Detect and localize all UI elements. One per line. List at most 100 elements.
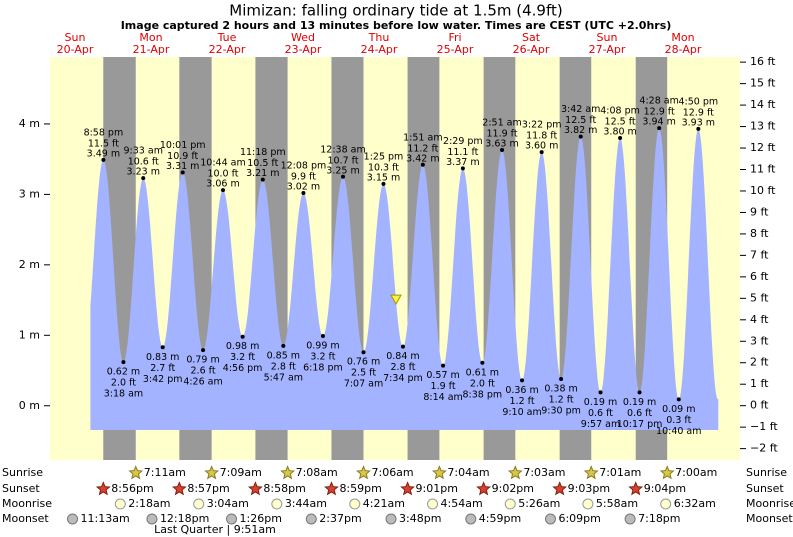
tide-ft: 1.2 ft — [549, 394, 574, 405]
day-date: 27-Apr — [589, 43, 626, 56]
sunset-icon — [628, 481, 644, 496]
tide-point — [220, 188, 225, 193]
tide-point — [420, 162, 425, 167]
tide-time: 10:44 am — [200, 158, 245, 169]
sunset-time: 8:57pm — [187, 482, 229, 495]
tide-time: 11:18 pm — [240, 147, 286, 158]
tide-ft: 1.9 ft — [431, 381, 456, 392]
day-date: 22-Apr — [209, 43, 246, 56]
tide-m: 0.98 m — [226, 341, 259, 352]
day-name: Thu — [368, 31, 390, 44]
tide-time: 2:29 pm — [443, 136, 483, 147]
tide-point — [301, 190, 306, 195]
tide-ft: 2.5 ft — [351, 368, 376, 379]
moonrise-time: 5:26am — [518, 497, 560, 510]
tide-time: 7:34 pm — [383, 373, 423, 384]
moonset-icon — [67, 513, 79, 525]
sunset-time: 8:56pm — [111, 482, 153, 495]
tide-m: 3.94 m — [642, 117, 675, 128]
tide-time: 9:30 pm — [541, 405, 581, 416]
sunset-icon — [95, 481, 111, 496]
tide-time: 2:51 am — [482, 118, 521, 129]
moonset-icon — [146, 513, 158, 525]
moonset-icon — [624, 513, 636, 525]
day-name: Wed — [291, 31, 315, 44]
tide-point — [201, 348, 206, 353]
sunset-icon — [552, 481, 568, 496]
row-label: Moonset — [746, 512, 793, 525]
day-name: Sat — [522, 31, 541, 44]
moonset-time: 7:18pm — [638, 512, 680, 525]
tide-ft: 1.2 ft — [510, 396, 535, 407]
sunrise-time: 7:04am — [447, 466, 489, 479]
day-date: 26-Apr — [513, 43, 550, 56]
y2-tick-label: 6 ft — [750, 270, 769, 283]
tide-time: 12:08 pm — [281, 160, 327, 171]
day-name: Fri — [448, 31, 461, 44]
y2-tick-label: 12 ft — [750, 141, 776, 154]
y-tick-label: 0 m — [19, 399, 40, 412]
moonrise-time: 4:21am — [363, 497, 405, 510]
tide-point — [141, 176, 146, 181]
moonset-icon — [544, 513, 556, 525]
sunrise-time: 7:08am — [296, 466, 338, 479]
tide-time: 12:38 am — [320, 144, 365, 155]
sunset-icon — [324, 481, 339, 496]
tide-point — [381, 181, 386, 186]
tide-point — [539, 150, 544, 155]
moonset-icon — [385, 513, 397, 525]
moonset-time: 4:59pm — [479, 512, 521, 525]
moonrise-icon — [193, 498, 205, 510]
sunrise-icon — [204, 465, 220, 480]
y-tick-label: 4 m — [19, 117, 40, 130]
tide-ft: 12.9 ft — [683, 107, 714, 118]
tide-point — [598, 390, 603, 395]
row-label: Sunset — [2, 482, 40, 495]
tide-time: 4:26 am — [183, 377, 222, 388]
moonset-time: 3:48pm — [399, 512, 441, 525]
moonrise-time: 6:32am — [674, 497, 716, 510]
sunrise-time: 7:00am — [675, 466, 717, 479]
tide-m: 3.80 m — [603, 127, 636, 138]
y2-tick-label: 11 ft — [750, 163, 776, 176]
tide-m: 0.38 m — [544, 383, 577, 394]
tide-time: 8:38 pm — [463, 389, 503, 400]
tide-point — [441, 363, 446, 368]
tide-m: 0.36 m — [505, 385, 538, 396]
y2-tick-label: 9 ft — [750, 205, 769, 218]
sunset-icon — [400, 481, 415, 496]
y2-tick-label: 8 ft — [750, 227, 769, 240]
day-date: 20-Apr — [57, 43, 94, 56]
chart-title: Mimizan: falling ordinary tide at 1.5m (… — [229, 2, 562, 20]
y2-tick-label: 7 ft — [750, 248, 769, 261]
tide-ft: 10.3 ft — [368, 162, 399, 173]
moonrise-time: 3:04am — [207, 497, 249, 510]
tide-time: 10:17 pm — [617, 419, 663, 430]
tide-point — [559, 376, 564, 381]
row-label: Moonrise — [746, 497, 793, 510]
day-name: Mon — [139, 31, 162, 44]
tide-time: 4:56 pm — [223, 363, 263, 374]
y2-tick-label: 13 ft — [750, 120, 776, 133]
sunset-icon — [476, 481, 492, 496]
tide-m: 0.84 m — [386, 351, 419, 362]
y2-tick-label: 0 ft — [750, 399, 769, 412]
tide-ft: 11.1 ft — [447, 147, 478, 158]
sunrise-time: 7:11am — [144, 466, 186, 479]
tide-time: 8:14 am — [423, 392, 462, 403]
day-date: 25-Apr — [437, 43, 474, 56]
sunset-time: 9:03pm — [568, 482, 610, 495]
y2-tick-label: −1 ft — [750, 420, 778, 433]
sunrise-icon — [280, 465, 296, 480]
tide-ft: 12.9 ft — [644, 107, 675, 118]
y2-tick-label: 2 ft — [750, 356, 769, 369]
y2-tick-label: 3 ft — [750, 334, 769, 347]
y2-tick-label: 5 ft — [750, 291, 769, 304]
tide-ft: 2.7 ft — [150, 363, 175, 374]
sunset-icon — [247, 481, 263, 496]
row-label: Sunrise — [746, 466, 787, 479]
tide-time: 5:47 am — [264, 372, 303, 383]
tide-m: 3.82 m — [564, 125, 597, 136]
day-date: 21-Apr — [133, 43, 170, 56]
moonrise-time: 5:58am — [596, 497, 638, 510]
